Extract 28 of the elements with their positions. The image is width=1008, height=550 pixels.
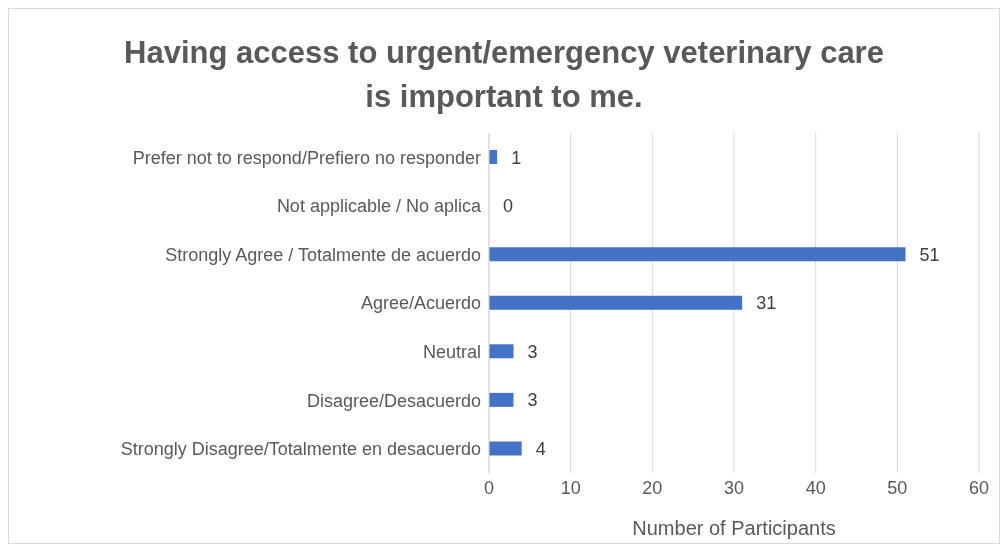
y-tick-label: Not applicable / No aplica	[276, 196, 482, 217]
x-tick-label: 30	[723, 477, 745, 498]
data-label: 51	[919, 244, 940, 265]
data-label: 1	[511, 147, 522, 168]
data-label: 0	[503, 196, 514, 217]
bar	[489, 295, 743, 310]
y-tick-label: Neutral	[422, 341, 481, 362]
y-tick-label: Agree/Acuerdo	[360, 293, 481, 314]
x-tick-label: 20	[642, 477, 663, 498]
data-label: 3	[527, 390, 538, 411]
x-tick-label: 50	[887, 477, 908, 498]
chart-title: Having access to urgent/emergency veterinary care is important to me.	[123, 34, 885, 116]
bar	[489, 441, 522, 456]
x-axis-title: Number of Participants	[632, 517, 836, 539]
y-tick-label: Strongly Disagree/Totalmente en desacuerdo	[120, 439, 481, 460]
data-label: 3	[527, 341, 538, 362]
data-label: 4	[535, 439, 546, 460]
x-tick-label: 60	[968, 477, 990, 498]
x-tick-label: 40	[805, 477, 826, 498]
bar	[489, 247, 906, 262]
data-label: 31	[756, 293, 777, 314]
y-tick-label: Strongly Agree / Totalmente de acuerdo	[165, 244, 481, 265]
x-tick-label: 10	[560, 477, 581, 498]
y-tick-label: Disagree/Desacuerdo	[306, 390, 481, 411]
bar	[489, 344, 514, 359]
y-tick-label: Prefer not to respond/Prefiero no responder	[132, 147, 481, 168]
bar	[489, 392, 514, 407]
x-tick-label: 0	[483, 477, 495, 498]
